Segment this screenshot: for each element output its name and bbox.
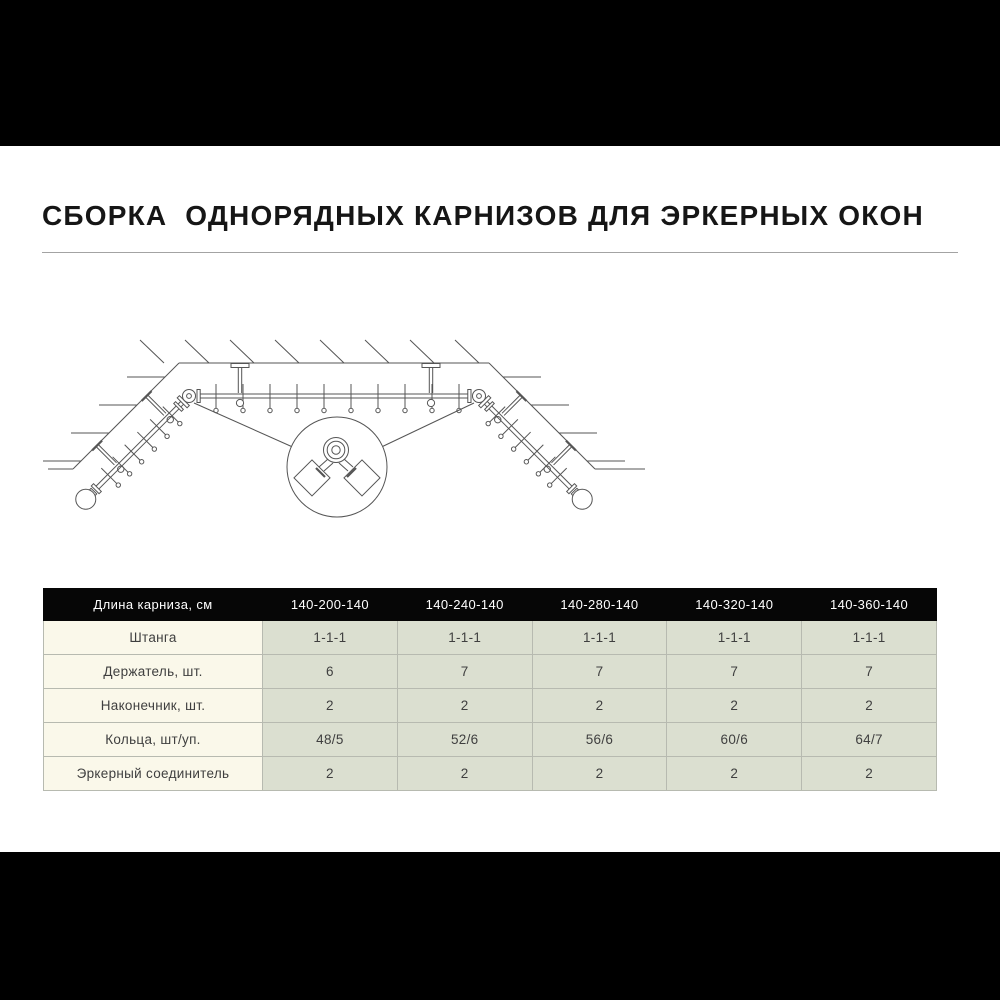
spec-table: Длина карниза, см 140-200-140 140-240-14… [43, 588, 937, 791]
table-cell: 48/5 [262, 722, 398, 757]
column-header: 140-320-140 [666, 588, 803, 621]
ceiling-bracket [230, 363, 250, 393]
table-cell: 52/6 [396, 722, 533, 757]
row-label: Держатель, шт. [43, 654, 263, 689]
title-divider [42, 252, 958, 253]
ceiling-bracket [421, 363, 441, 393]
connector-ring-detail [318, 437, 354, 472]
wall-outline [72, 362, 596, 470]
table-cell: 1-1-1 [396, 620, 533, 655]
table-cell: 7 [801, 654, 937, 689]
table-cell: 2 [396, 756, 533, 791]
row-label: Кольца, шт/уп. [43, 722, 263, 757]
letterbox-top [0, 0, 1000, 146]
table-cell: 1-1-1 [666, 620, 803, 655]
detail-circle [286, 416, 388, 518]
table-cell: 2 [531, 756, 668, 791]
table-cell: 2 [666, 756, 803, 791]
table-header-row: Длина карниза, см 140-200-140 140-240-14… [43, 588, 937, 621]
table-cell: 2 [262, 688, 398, 723]
bay-cornice-drawing [43, 339, 645, 519]
column-header: 140-240-140 [396, 588, 533, 621]
column-header: 140-200-140 [262, 588, 398, 621]
rod-profile-diamonds [293, 459, 381, 497]
table-cell: 1-1-1 [531, 620, 668, 655]
ceiling-bracket-clamp [235, 398, 245, 408]
table-cell: 1-1-1 [801, 620, 937, 655]
letterbox-bottom [0, 852, 1000, 1000]
table-cell: 1-1-1 [262, 620, 398, 655]
curtain-rings [213, 384, 462, 414]
table-cell: 2 [262, 756, 398, 791]
table-cell: 64/7 [801, 722, 937, 757]
table-cell: 2 [666, 688, 803, 723]
table-row: Штанга 1-1-1 1-1-1 1-1-1 1-1-1 1-1-1 [43, 620, 937, 655]
page-title: СБОРКА ОДНОРЯДНЫХ КАРНИЗОВ ДЛЯ ЭРКЕРНЫХ … [42, 200, 924, 231]
table-row: Эркерный соединитель 2 2 2 2 2 [43, 756, 937, 791]
wall-hatching [43, 339, 645, 470]
table-cell: 2 [801, 688, 937, 723]
table-cell: 2 [396, 688, 533, 723]
diagonal-assembly-left [56, 378, 197, 519]
table-cell: 2 [531, 688, 668, 723]
table-row: Кольца, шт/уп. 48/5 52/6 56/6 60/6 64/7 [43, 722, 937, 757]
table-row: Держатель, шт. 6 7 7 7 7 [43, 654, 937, 689]
horizontal-rod [196, 389, 472, 403]
column-header: 140-280-140 [531, 588, 668, 621]
row-label: Штанга [43, 620, 263, 655]
row-label: Наконечник, шт. [43, 688, 263, 723]
bay-connector-hinge [182, 389, 486, 403]
column-header: 140-360-140 [801, 588, 937, 621]
table-cell: 7 [396, 654, 533, 689]
table-cell: 60/6 [666, 722, 803, 757]
table-cell: 7 [531, 654, 668, 689]
row-label: Эркерный соединитель [43, 756, 263, 791]
leader-line [193, 402, 475, 447]
table-row: Наконечник, шт. 2 2 2 2 2 [43, 688, 937, 723]
table-cell: 56/6 [531, 722, 668, 757]
diagonal-assembly-right [471, 378, 612, 519]
assembly-diagram [40, 337, 650, 522]
table-cell: 6 [262, 654, 398, 689]
ceiling-bracket-clamp [426, 398, 436, 408]
table-cell: 2 [801, 756, 937, 791]
table-cell: 7 [666, 654, 803, 689]
column-header: Длина карниза, см [43, 588, 263, 621]
